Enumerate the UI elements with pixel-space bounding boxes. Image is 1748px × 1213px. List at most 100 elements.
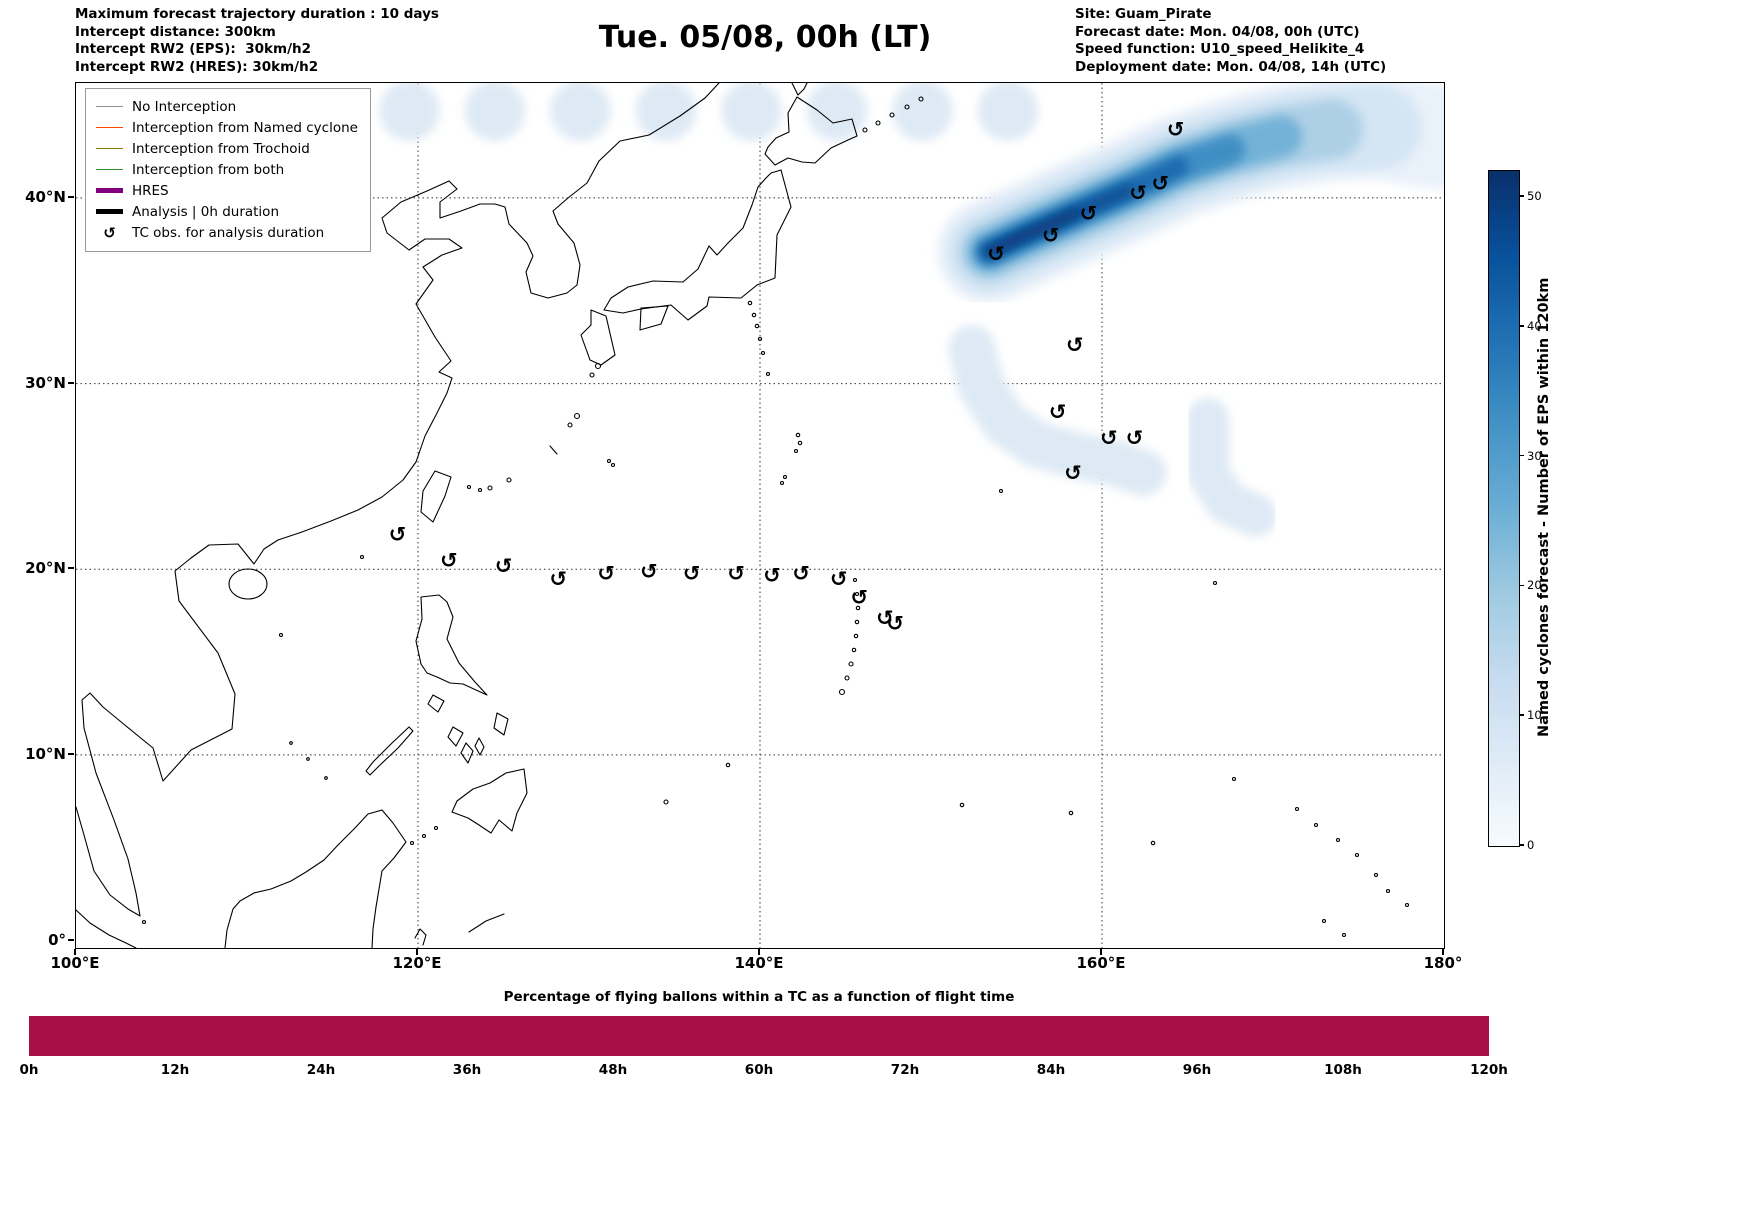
y-axis-tickmark (68, 195, 74, 198)
coast-luzon (415, 594, 488, 696)
legend-line-swatch (96, 126, 123, 129)
deployment-date-text: Deployment date: Mon. 04/08, 14h (UTC) (1075, 58, 1387, 75)
coast-sumatra (76, 909, 137, 948)
y-axis-tick-label: 10°N (25, 744, 66, 763)
tc-obs-marker: ↺ (440, 548, 458, 572)
y-axis-tick-label: 30°N (25, 373, 66, 392)
bottom-axis-tick-label: 60h (744, 1062, 774, 1078)
tc-obs-marker: ↺ (389, 522, 407, 546)
bottom-chart-title: Percentage of flying ballons within a TC… (503, 989, 1015, 1005)
tc-obs-marker: ↺ (1049, 400, 1067, 424)
tc-obs-marker: ↺ (1100, 426, 1118, 450)
tc-obs-marker: ↺ (1151, 172, 1169, 196)
map-panel: ↺ ↺ ↺ ↺ ↺ ↺ ↺ ↺ ↺ ↺ ↺ ↺ ↺ ↺ ↺ ↺ ↺ ↺ ↺ ↺ ↺ ↺ ↺ ↺ ↺ No Interceptio… (75, 82, 1445, 949)
legend-line-swatch (96, 105, 123, 108)
tc-obs-marker: ↺ (683, 561, 701, 585)
percentage-bar (559, 1016, 693, 1056)
y-axis-tick-label: 40°N (25, 187, 66, 206)
legend-item: ↺ TC obs. for analysis duration (96, 222, 358, 243)
izu-ogasawara-islands (747, 300, 803, 486)
bottom-axis-tick-label: 72h (890, 1062, 920, 1078)
tc-obs-marker: ↺ (886, 612, 904, 636)
speed-function-text: Speed function: U10_speed_Helikite_4 (1075, 41, 1365, 57)
colorbar-tick-label: 10 (1527, 708, 1542, 723)
tc-observation-markers: ↺↺ ↺↺ ↺ ↺ ↺ ↺ ↺ ↺ ↺↺↺↺↺↺↺↺ ↺↺↺↺↺ ↺↺ (389, 118, 1185, 636)
cyclone-density-shading (379, 83, 1444, 537)
coast-negros (460, 742, 474, 764)
site-info-block: Site: Guam_Pirate Forecast date: Mon. 04… (1075, 6, 1386, 76)
tc-obs-marker: ↺ (1126, 426, 1144, 450)
y-axis-tickmark (68, 381, 74, 384)
x-axis-tickmark (74, 949, 76, 955)
site-text: Site: Guam_Pirate (1075, 6, 1212, 22)
coast-sulawesi-arm (468, 913, 505, 933)
mariana-islands (838, 577, 861, 696)
legend-line-swatch (96, 209, 123, 214)
bottom-axis-tick-label: 0h (19, 1062, 39, 1078)
colorbar-tick-label: 30 (1527, 448, 1542, 463)
coast-honshu (603, 169, 792, 321)
x-axis-tickmark (1100, 949, 1102, 955)
y-axis-tickmark (68, 938, 74, 941)
page-title: Tue. 05/08, 00h (LT) (598, 20, 932, 55)
legend-line-swatch (96, 188, 123, 193)
bottom-bar-chart (29, 1016, 1490, 1056)
intercept-rw2-eps-text: Intercept RW2 (EPS): 30km/h2 (75, 41, 311, 57)
coast-borneo (224, 809, 407, 948)
colorbar-tick-label: 20 (1527, 578, 1542, 593)
tc-obs-marker: ↺ (597, 561, 615, 585)
y-axis-tick-label: 0° (48, 930, 66, 949)
micronesia-islands (663, 488, 1410, 938)
colorbar-tick-label: 40 (1527, 318, 1542, 333)
percentage-bar (825, 1016, 959, 1056)
bottom-axis-tick-label: 36h (452, 1062, 482, 1078)
legend-item-label: No Interception (132, 98, 237, 115)
bottom-axis-tick-label: 48h (598, 1062, 628, 1078)
percentage-bar (1356, 1016, 1490, 1056)
legend-line-swatch (96, 147, 123, 150)
x-axis-tick-label: 140°E (734, 954, 784, 972)
tc-obs-marker: ↺ (1066, 333, 1084, 357)
map-legend: No Interception Interception from Named c… (85, 88, 371, 252)
tc-obs-marker: ↺ (987, 242, 1005, 266)
legend-line-swatch (96, 168, 123, 171)
legend-line-swatch (96, 147, 123, 150)
tc-obs-marker: ↺ (830, 567, 848, 591)
coast-cebu (474, 737, 485, 756)
coast-sakhalin (791, 83, 808, 96)
legend-line-swatch (96, 188, 123, 193)
bottom-axis-tick-label: 120h (1470, 1062, 1508, 1078)
coast-shikoku (639, 305, 669, 331)
legend-line-swatch (96, 105, 123, 108)
tc-obs-marker: ↺ (1167, 118, 1185, 142)
x-axis-tickmark (416, 949, 418, 955)
x-axis-tick-label: 120°E (392, 954, 442, 972)
tc-obs-marker: ↺ (763, 563, 781, 587)
colorbar-tickmark (1519, 714, 1524, 716)
tc-obs-marker: ↺ (1042, 224, 1060, 248)
forecast-date-text: Forecast date: Mon. 04/08, 00h (UTC) (1075, 23, 1360, 40)
coast-samar (493, 712, 509, 736)
legend-item-label: Interception from Trochoid (132, 140, 310, 157)
legend-item: Interception from both (96, 159, 358, 180)
legend-line-swatch (96, 168, 123, 171)
colorbar-tickmark (1519, 195, 1524, 197)
colorbar-label: Named cyclones forecast - Number of EPS … (1536, 277, 1552, 738)
south-china-sea-islets (141, 554, 439, 925)
legend-line-swatch (96, 209, 123, 214)
colorbar-tick-label: 50 (1527, 188, 1542, 203)
y-axis-tickmark (68, 752, 74, 755)
percentage-bar (1223, 1016, 1357, 1056)
colorbar-tickmark (1519, 454, 1524, 457)
bottom-axis-tick-label: 12h (160, 1062, 190, 1078)
x-axis-tickmark (1442, 949, 1444, 955)
tc-obs-marker: ↺ (792, 561, 810, 585)
percentage-bar (958, 1016, 1091, 1056)
legend-item: Interception from Named cyclone (96, 117, 358, 138)
tc-obs-marker: ↺ (876, 606, 894, 630)
legend-item-label: Interception from Named cyclone (132, 119, 358, 136)
legend-item: Interception from Trochoid (96, 138, 358, 159)
tc-obs-marker: ↺ (1080, 201, 1098, 225)
forecast-settings-block: Maximum forecast trajectory duration : 1… (75, 6, 439, 76)
